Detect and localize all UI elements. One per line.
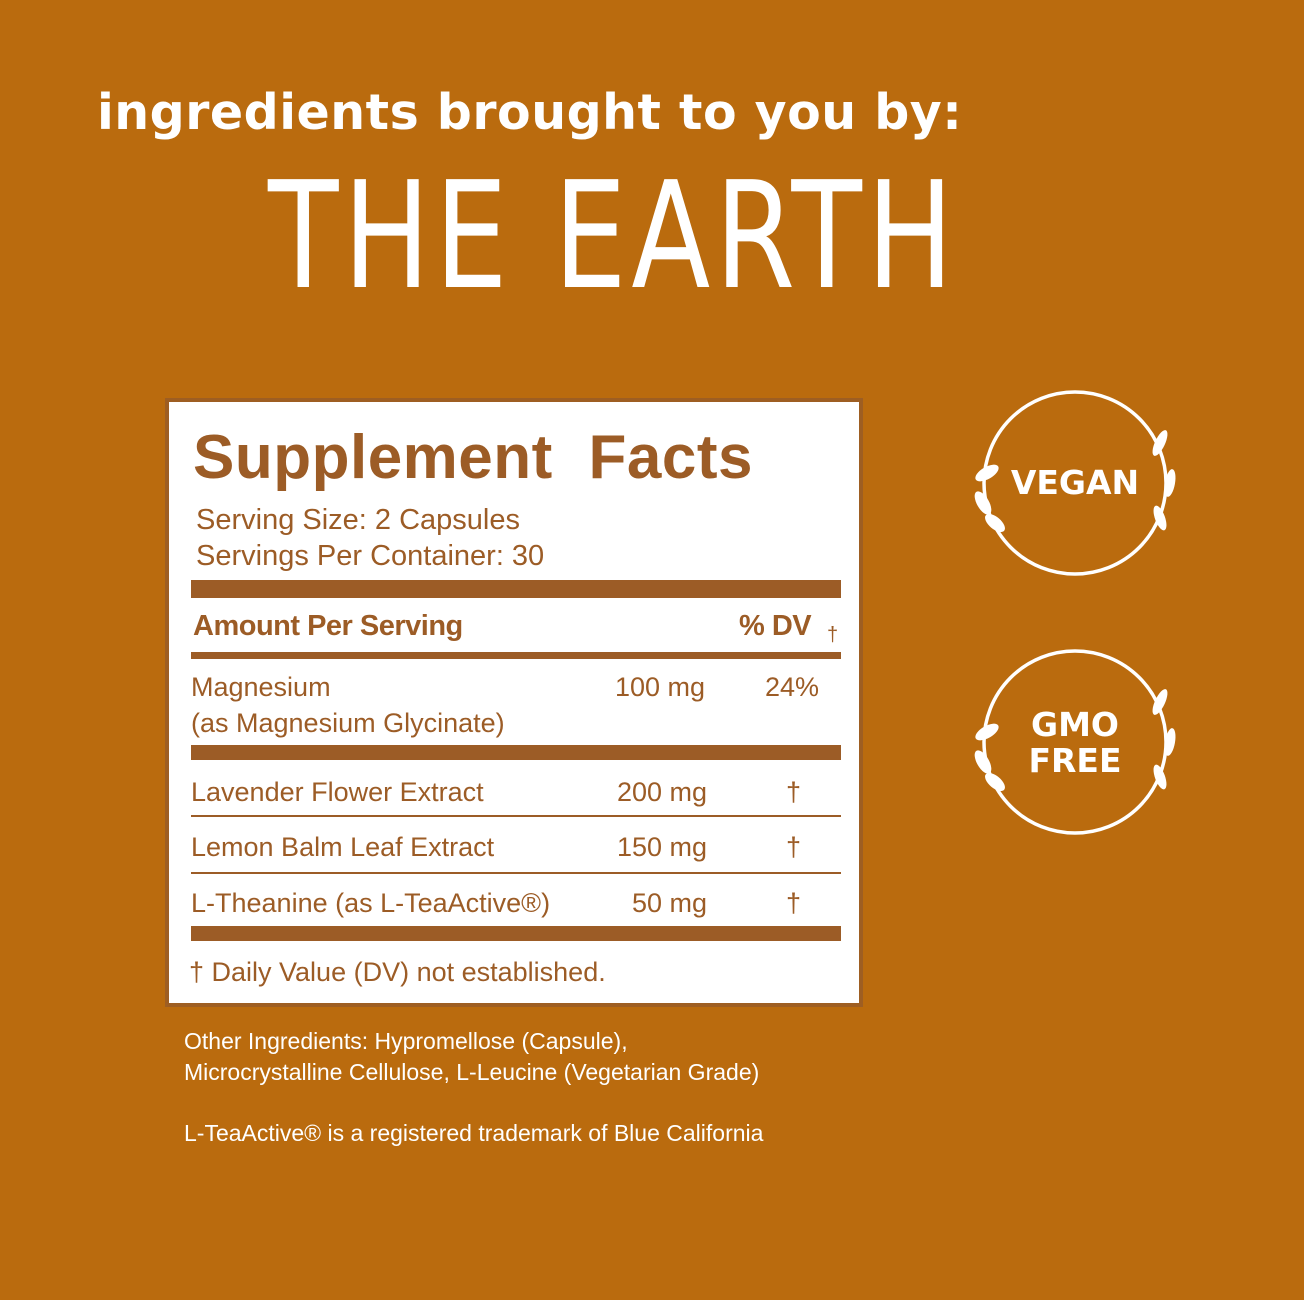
row-subname: (as Magnesium Glycinate) — [191, 708, 505, 738]
divider — [191, 652, 841, 659]
divider-thick — [191, 580, 841, 598]
dv-header: % DV — [739, 610, 812, 642]
row-name: Lemon Balm Leaf Extract — [191, 832, 495, 862]
amount-per-serving-header: Amount Per Serving — [193, 610, 463, 642]
badge-label: VEGAN — [1010, 463, 1140, 502]
divider-thin — [191, 872, 841, 874]
dv-dagger: † — [827, 624, 839, 646]
badge-label: FREE — [1028, 741, 1122, 780]
supplement-facts-panel: Supplement Facts Serving Size: 2 Capsule… — [165, 398, 863, 1007]
divider-thick — [191, 745, 841, 760]
row-dv: † — [786, 832, 802, 862]
intro-text: ingredients brought to you by: — [97, 84, 963, 141]
laurel-wreath-icon — [974, 390, 1176, 576]
row-amount: 100 mg — [615, 672, 706, 702]
serving-size: Serving Size: 2 Capsules — [196, 504, 520, 536]
row-amount: 200 mg — [617, 777, 708, 807]
panel-title: Supplement Facts — [193, 423, 753, 492]
row-dv: 24% — [765, 672, 820, 702]
headline: THE EARTH — [268, 150, 959, 322]
other-ingredients-line: Other Ingredients: Hypromellose (Capsule… — [184, 1028, 628, 1054]
row-amount: 50 mg — [632, 888, 708, 918]
laurel-wreath-icon — [974, 649, 1176, 835]
vegan-badge: VEGAN — [965, 373, 1185, 593]
footnote: † Daily Value (DV) not established. — [189, 957, 606, 987]
badge-label: GMO — [1031, 705, 1119, 744]
row-amount: 150 mg — [617, 832, 708, 862]
servings-per-container: Servings Per Container: 30 — [196, 540, 545, 572]
row-name: Lavender Flower Extract — [191, 777, 484, 807]
gmo-free-badge: GMO FREE — [965, 632, 1185, 852]
divider-thick — [191, 926, 841, 941]
divider-thin — [191, 815, 841, 817]
row-name: Magnesium — [191, 672, 331, 702]
trademark-note: L-TeaActive® is a registered trademark o… — [184, 1120, 764, 1146]
other-ingredients-line: Microcrystalline Cellulose, L-Leucine (V… — [184, 1059, 760, 1085]
row-dv: † — [786, 888, 802, 918]
other-ingredients: Other Ingredients: Hypromellose (Capsule… — [184, 1026, 759, 1088]
row-name: L-Theanine (as L-TeaActive®) — [191, 888, 551, 918]
row-dv: † — [786, 777, 802, 807]
